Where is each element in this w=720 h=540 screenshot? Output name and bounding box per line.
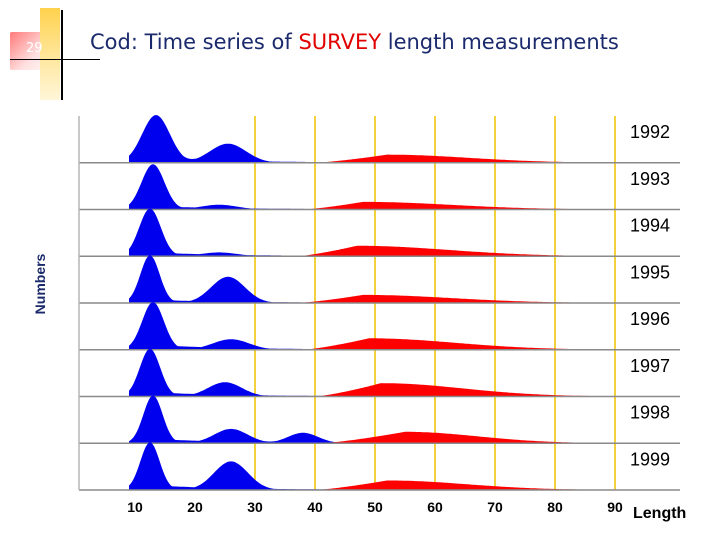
- ridge-panel-1999: 1999: [79, 442, 680, 491]
- blue-density-1998: [129, 395, 435, 444]
- x-tick-label-60: 60: [427, 499, 443, 515]
- blue-density-1994: [129, 208, 435, 257]
- slide-decoration-bar: [40, 8, 60, 100]
- blue-density-1992: [129, 115, 435, 163]
- red-density-1998: [321, 431, 591, 444]
- x-tick-label-10: 10: [127, 499, 143, 515]
- ridge-panel-1996: 1996: [79, 302, 680, 351]
- blue-density-1997: [129, 348, 435, 397]
- red-density-1997: [315, 383, 591, 397]
- blue-density-1995: [129, 255, 435, 303]
- ridge-panel-1997: 1997: [79, 348, 680, 398]
- year-label-1992: 1992: [630, 122, 670, 142]
- x-tick-label-50: 50: [367, 499, 383, 515]
- x-axis-label: Length: [633, 505, 686, 522]
- red-density-1994: [297, 245, 591, 257]
- plot-area: 1992 1993 1994 1995 1996 1997 1998 1999 10 20 30 40…: [78, 115, 680, 515]
- x-tick-label-70: 70: [487, 499, 503, 515]
- red-density-1995: [297, 294, 591, 303]
- red-density-1993: [303, 201, 591, 210]
- blue-density-1999: [129, 442, 435, 490]
- red-density-1992: [315, 154, 597, 163]
- blue-density-1996: [129, 302, 435, 350]
- x-tick-label-30: 30: [247, 499, 263, 515]
- page-title: Cod: Time series of SURVEY length measur…: [90, 30, 619, 54]
- x-tick-label-20: 20: [187, 499, 203, 515]
- decoration-vertical-rule: [61, 10, 63, 100]
- decoration-horizontal-rule: [10, 59, 100, 60]
- year-label-1995: 1995: [630, 262, 670, 282]
- blue-density-1993: [129, 164, 435, 210]
- year-label-1998: 1998: [630, 403, 670, 423]
- title-text-before: Cod: Time series of: [90, 30, 299, 54]
- x-tick-label-90: 90: [607, 499, 623, 515]
- x-tick-label-80: 80: [547, 499, 563, 515]
- slide-number: 29: [26, 41, 43, 56]
- title-highlight: SURVEY: [298, 30, 382, 54]
- red-density-1999: [315, 480, 591, 490]
- ridge-panel-1995: 1995: [79, 255, 680, 304]
- ridge-panel-1992: 1992: [79, 115, 680, 164]
- ridge-panel-1994: 1994: [79, 208, 680, 257]
- x-tick-label-40: 40: [307, 499, 323, 515]
- year-label-1997: 1997: [630, 356, 670, 376]
- x-tick-labels: 10 20 30 40 50 60 70 80 90: [127, 499, 623, 515]
- ridge-panel-1998: 1998: [79, 395, 680, 444]
- year-label-1996: 1996: [630, 309, 670, 329]
- title-text-after: length measurements: [381, 30, 619, 54]
- red-density-1996: [303, 338, 591, 350]
- year-label-1993: 1993: [630, 169, 670, 189]
- year-label-1999: 1999: [630, 449, 670, 469]
- ridge-panel-1993: 1993: [79, 164, 680, 211]
- year-label-1994: 1994: [630, 216, 670, 236]
- y-axis-label: Numbers: [32, 253, 48, 314]
